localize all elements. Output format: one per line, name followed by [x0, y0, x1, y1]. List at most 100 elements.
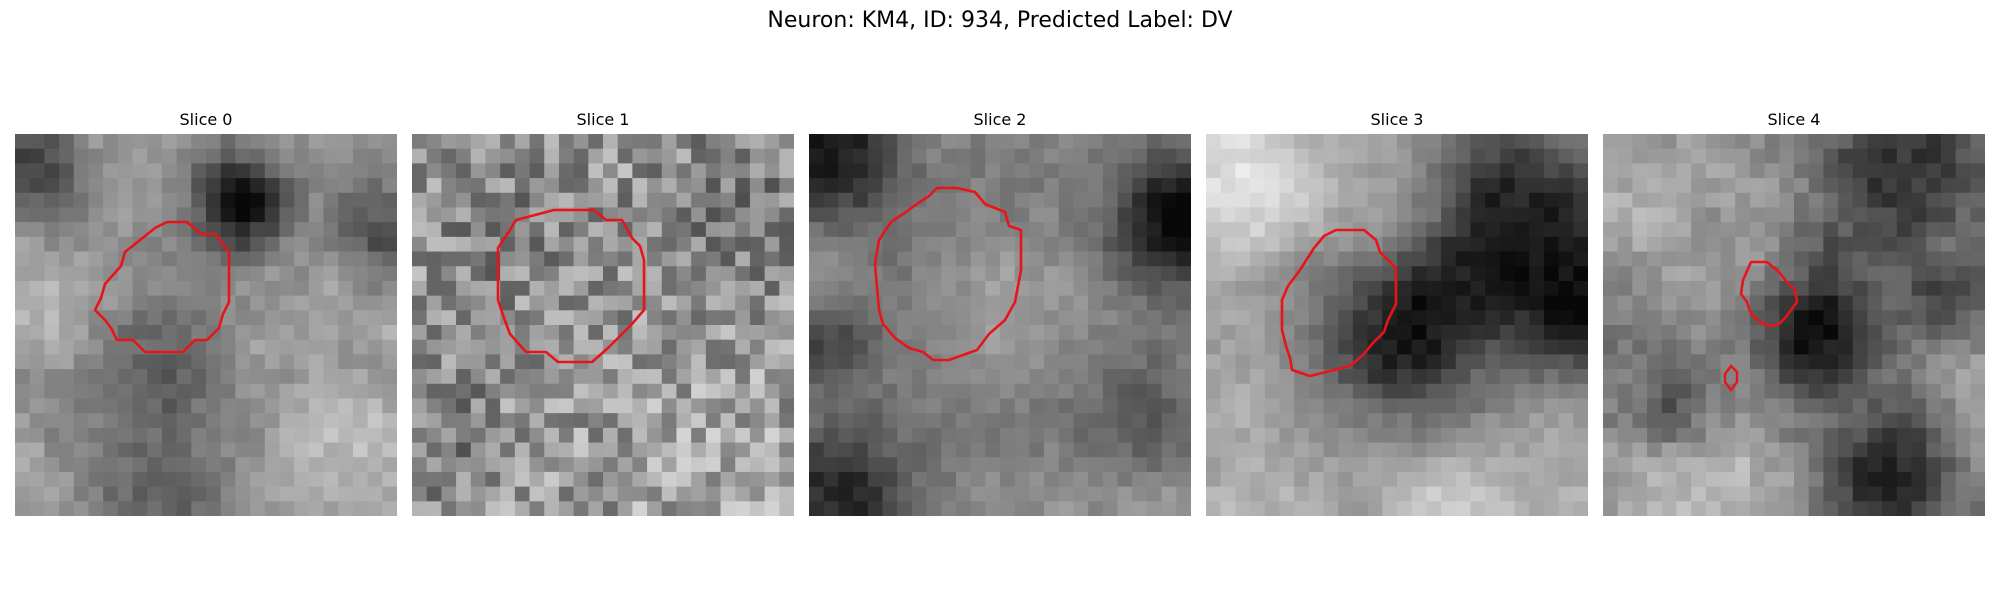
pixel-cell	[294, 442, 310, 458]
pixel-cell	[1896, 501, 1913, 516]
pixel-cell	[456, 398, 472, 414]
pixel-cell	[1823, 236, 1839, 253]
pixel-cell	[1014, 413, 1030, 429]
pixel-cell	[1220, 442, 1236, 458]
pixel-cell	[720, 222, 736, 238]
pixel-cell	[558, 222, 575, 238]
pixel-cell	[15, 354, 31, 370]
pixel-cell	[941, 251, 957, 267]
pixel-cell	[1823, 207, 1839, 223]
pixel-cell	[1543, 280, 1560, 297]
pixel-cell	[147, 163, 163, 179]
pixel-cell	[382, 325, 397, 341]
pixel-cell	[500, 148, 516, 164]
pixel-cell	[1955, 501, 1971, 516]
pixel-cell	[1632, 163, 1648, 179]
pixel-cell	[1441, 163, 1457, 179]
pixel-cell	[1749, 457, 1766, 473]
pixel-cell	[749, 266, 766, 282]
pixel-cell	[1926, 310, 1942, 326]
pixel-cell	[632, 266, 648, 282]
pixel-cell	[1073, 295, 1089, 311]
pixel-cell	[764, 295, 780, 311]
pixel-cell	[1661, 266, 1678, 282]
pixel-cell	[970, 192, 986, 209]
pixel-cell	[1543, 427, 1560, 444]
pixel-cell	[809, 369, 825, 385]
pixel-cell	[1926, 398, 1942, 414]
pixel-cell	[456, 442, 472, 458]
pixel-cell	[1411, 325, 1427, 341]
pixel-cell	[558, 325, 575, 341]
pixel-cell	[1823, 148, 1839, 164]
pixel-cell	[1146, 207, 1163, 223]
pixel-cell	[220, 148, 236, 164]
pixel-cell	[1852, 295, 1869, 311]
pixel-cell	[44, 486, 60, 502]
pixel-cell	[1206, 178, 1222, 194]
pixel-cell	[1206, 413, 1222, 429]
pixel-cell	[1632, 383, 1648, 400]
pixel-cell	[235, 471, 251, 488]
pixel-cell	[882, 222, 898, 238]
pixel-cell	[44, 163, 60, 179]
pixel-cell	[1397, 369, 1413, 385]
pixel-cell	[29, 325, 45, 341]
pixel-cell	[191, 383, 207, 400]
pixel-cell	[1073, 398, 1089, 414]
pixel-cell	[809, 163, 825, 179]
pixel-cell	[1955, 457, 1971, 473]
pixel-cell	[1705, 354, 1722, 370]
pixel-cell	[1308, 295, 1325, 311]
pixel-cell	[1705, 178, 1722, 194]
pixel-cell	[926, 266, 942, 282]
pixel-cell	[529, 266, 545, 282]
pixel-cell	[1573, 398, 1588, 414]
pixel-cell	[1029, 486, 1045, 502]
pixel-cell	[603, 192, 619, 209]
pixel-cell	[1294, 310, 1310, 326]
pixel-cell	[1117, 471, 1133, 488]
pixel-cell	[73, 427, 90, 444]
pixel-cell	[88, 163, 104, 179]
pixel-cell	[1911, 354, 1927, 370]
pixel-cell	[1940, 251, 1957, 267]
pixel-cell	[1426, 471, 1442, 488]
pixel-cell	[1940, 383, 1957, 400]
pixel-cell	[1867, 192, 1883, 209]
pixel-cell	[1882, 310, 1898, 326]
pixel-cell	[1838, 457, 1854, 473]
pixel-cell	[1823, 369, 1839, 385]
pixel-cell	[705, 222, 722, 238]
pixel-cell	[647, 383, 663, 400]
pixel-cell	[705, 339, 722, 355]
pixel-cell	[1661, 192, 1678, 209]
pixel-cell	[735, 134, 751, 150]
pixel-cell	[206, 427, 222, 444]
pixel-cell	[1411, 383, 1427, 400]
pixel-cell	[1102, 457, 1119, 473]
pixel-cell	[529, 280, 545, 297]
pixel-cell	[1470, 134, 1486, 150]
pixel-cell	[500, 251, 516, 267]
pixel-cell	[573, 442, 589, 458]
pixel-cell	[1940, 148, 1957, 164]
pixel-cell	[1514, 501, 1530, 516]
pixel-cell	[1543, 339, 1560, 355]
pixel-cell	[1838, 236, 1854, 253]
pixel-cell	[617, 295, 633, 311]
pixel-cell	[1603, 339, 1619, 355]
pixel-cell	[1485, 354, 1501, 370]
pixel-cell	[1970, 413, 1985, 429]
pixel-cell	[1705, 148, 1722, 164]
pixel-cell	[1691, 486, 1707, 502]
pixel-cell	[235, 383, 251, 400]
pixel-cell	[705, 427, 722, 444]
pixel-cell	[1794, 280, 1810, 297]
pixel-cell	[1867, 207, 1883, 223]
pixel-cell	[1146, 251, 1163, 267]
pixel-cell	[985, 207, 1001, 223]
pixel-cell	[308, 178, 325, 194]
pixel-cell	[514, 266, 531, 282]
pixel-cell	[1117, 295, 1133, 311]
